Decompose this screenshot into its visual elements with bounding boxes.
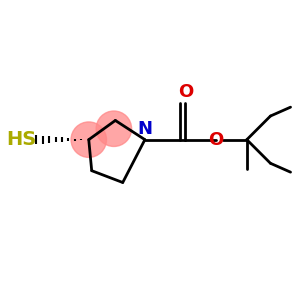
- Text: O: O: [178, 83, 194, 101]
- Text: O: O: [208, 131, 224, 149]
- Circle shape: [96, 111, 132, 146]
- Text: N: N: [137, 120, 152, 138]
- Text: HS: HS: [6, 130, 37, 148]
- Circle shape: [71, 122, 106, 158]
